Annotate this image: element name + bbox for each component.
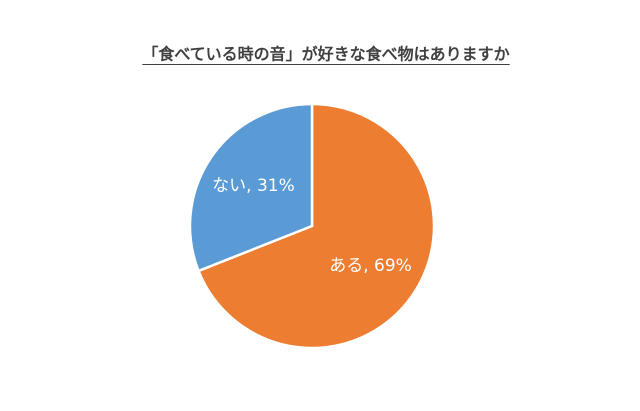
- data-label: ない, 31%: [212, 176, 295, 196]
- data-label: ある, 69%: [329, 256, 412, 276]
- pie-slice: [188, 102, 314, 273]
- pie-slice: [196, 102, 436, 350]
- chart-title: 「食べている時の音」が好きな食べ物はありますか: [142, 45, 509, 64]
